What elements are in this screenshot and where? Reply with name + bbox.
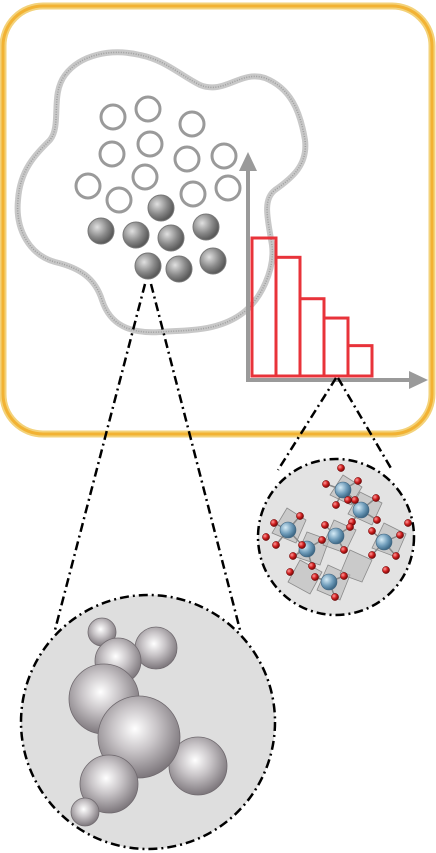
oxygen-atom (346, 523, 354, 531)
metal-atom (279, 521, 297, 539)
hollow-particle (179, 180, 207, 208)
oxygen-atom (368, 527, 376, 535)
hollow-particles (74, 95, 242, 214)
metal-atom (320, 573, 338, 591)
oxygen-atom (404, 519, 412, 527)
connector-right-inner (336, 377, 394, 471)
metal-atom (375, 533, 393, 551)
filled-particle (147, 194, 175, 222)
oxygen-atom (298, 541, 306, 549)
oxygen-atom (321, 521, 329, 529)
cluster-sphere (168, 736, 228, 796)
histogram (239, 152, 428, 389)
filled-particles (87, 194, 227, 283)
oxygen-atom (340, 546, 348, 554)
oxygen-atom (286, 568, 294, 576)
cluster-sphere (70, 797, 100, 827)
oxygen-atom (392, 552, 400, 560)
hollow-particle (136, 130, 164, 158)
hollow-particle (134, 95, 162, 123)
hollow-particle (178, 110, 206, 138)
filled-particle (165, 255, 193, 283)
filled-particle (199, 247, 227, 275)
hollow-particle (98, 140, 126, 168)
histogram-bar (346, 344, 374, 378)
histogram-bars (250, 236, 374, 378)
oxygen-atom (318, 536, 326, 544)
oxygen-atom (368, 551, 376, 559)
hollow-particle (210, 142, 238, 170)
filled-particle (134, 252, 162, 280)
oxygen-atom (332, 501, 340, 509)
hollow-particle (74, 172, 102, 200)
y-axis-arrowhead (239, 152, 257, 171)
connector-left-outer (53, 283, 147, 631)
connector-lines (53, 283, 394, 631)
particle-zoom (19, 593, 277, 851)
oxygen-atom (396, 531, 404, 539)
oxygen-atom (354, 477, 362, 485)
histogram-bar (298, 297, 326, 378)
metal-atom (334, 481, 352, 499)
oxygen-atom (270, 519, 278, 527)
oxygen-atom (262, 533, 270, 541)
oxygen-atom (272, 541, 280, 549)
hollow-particle (131, 163, 159, 191)
hollow-particle (105, 186, 133, 214)
oxygen-atom (289, 552, 297, 560)
oxygen-atom (308, 562, 316, 570)
oxygen-atom (373, 516, 381, 524)
filled-particle (157, 224, 185, 252)
histogram-bar (322, 316, 350, 378)
oxygen-atom (337, 464, 345, 472)
oxygen-atom (372, 494, 380, 502)
filled-particle (87, 217, 115, 245)
hollow-particle (99, 103, 127, 131)
crystal-zoom (256, 457, 416, 617)
hollow-particle (173, 145, 201, 173)
filled-particle (122, 221, 150, 249)
oxygen-atom (331, 593, 339, 601)
metal-atom (352, 501, 370, 519)
oxygen-atom (382, 566, 390, 574)
oxygen-atom (296, 512, 304, 520)
oxygen-atom (340, 572, 348, 580)
oxygen-atom (351, 496, 359, 504)
connector-right-outer (276, 377, 338, 471)
oxygen-atom (311, 573, 319, 581)
filled-particle (192, 213, 220, 241)
x-axis-arrowhead (409, 371, 428, 389)
irregular-region (14, 49, 309, 336)
histogram-bar (274, 255, 302, 378)
metal-atom (327, 527, 345, 545)
outer-frame (0, 2, 436, 438)
connector-left-inner (149, 283, 242, 631)
cluster-sphere (79, 754, 139, 814)
hollow-particle (214, 174, 242, 202)
oxygen-atom (322, 480, 330, 488)
oxygen-atom (344, 496, 352, 504)
